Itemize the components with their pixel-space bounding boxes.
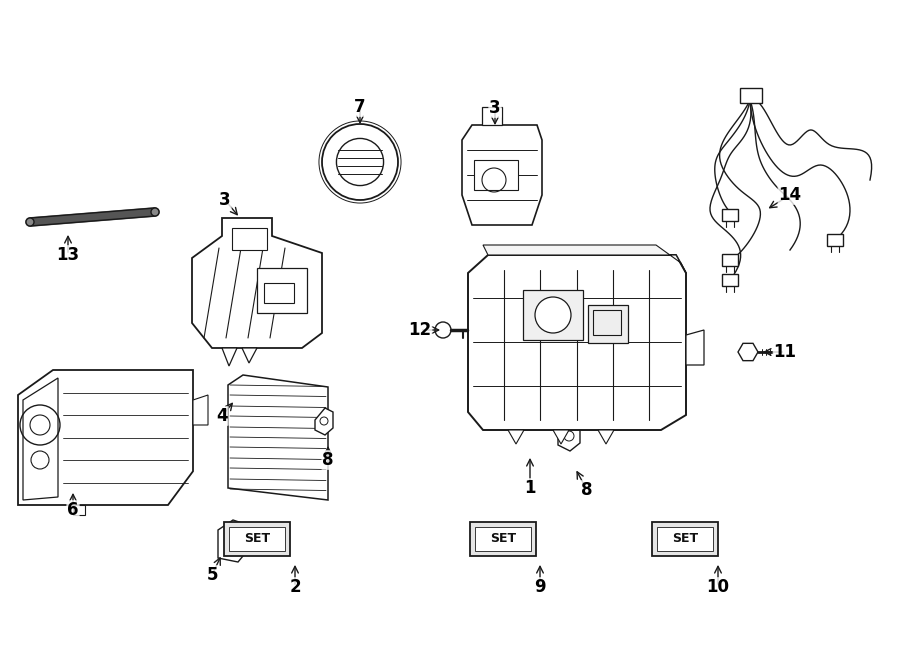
Text: 2: 2	[289, 578, 301, 596]
Bar	[229, 527, 285, 551]
Polygon shape	[218, 520, 248, 562]
Bar	[475, 527, 531, 551]
Polygon shape	[598, 430, 614, 444]
Text: 13: 13	[57, 246, 79, 264]
Bar	[827, 234, 843, 246]
Text: 4: 4	[216, 407, 228, 425]
Polygon shape	[738, 344, 758, 361]
Polygon shape	[315, 408, 333, 435]
Text: 10: 10	[706, 578, 730, 596]
Bar	[470, 522, 536, 556]
Polygon shape	[23, 378, 58, 500]
Text: 3: 3	[220, 191, 230, 209]
Polygon shape	[193, 395, 208, 425]
Circle shape	[535, 297, 571, 333]
Bar	[523, 290, 583, 340]
Polygon shape	[483, 245, 686, 273]
Polygon shape	[508, 430, 524, 444]
Polygon shape	[242, 348, 257, 363]
Text: SET: SET	[490, 532, 516, 545]
Text: 3: 3	[490, 99, 500, 117]
Text: 8: 8	[322, 451, 334, 469]
Bar	[652, 522, 718, 556]
Polygon shape	[222, 348, 237, 366]
Bar	[588, 305, 628, 343]
Polygon shape	[228, 375, 328, 500]
Bar	[593, 310, 621, 335]
Text: 5: 5	[206, 566, 218, 584]
Circle shape	[322, 124, 398, 200]
Text: 8: 8	[581, 481, 593, 499]
Text: 6: 6	[68, 501, 79, 519]
Text: 14: 14	[778, 186, 802, 204]
Text: 11: 11	[773, 343, 796, 361]
Bar	[657, 527, 713, 551]
Text: 1: 1	[524, 479, 536, 497]
Polygon shape	[482, 107, 502, 125]
Text: 7: 7	[355, 98, 365, 116]
Polygon shape	[686, 330, 704, 365]
Bar	[722, 254, 738, 266]
Bar	[73, 505, 85, 515]
Circle shape	[435, 322, 451, 338]
Bar	[232, 228, 267, 250]
Text: 12: 12	[409, 321, 432, 339]
Polygon shape	[558, 421, 580, 451]
Polygon shape	[468, 255, 686, 430]
Circle shape	[151, 208, 159, 216]
Text: 9: 9	[535, 578, 545, 596]
Polygon shape	[18, 370, 193, 505]
Bar	[224, 522, 290, 556]
Bar	[722, 274, 738, 286]
Polygon shape	[462, 125, 542, 225]
Bar	[740, 88, 762, 103]
Bar	[257, 268, 307, 313]
Bar	[722, 209, 738, 221]
Bar	[264, 283, 294, 303]
Polygon shape	[553, 430, 569, 444]
Bar	[474, 160, 518, 190]
Circle shape	[26, 218, 34, 226]
Text: SET: SET	[672, 532, 698, 545]
Text: SET: SET	[244, 532, 270, 545]
Polygon shape	[192, 218, 322, 348]
